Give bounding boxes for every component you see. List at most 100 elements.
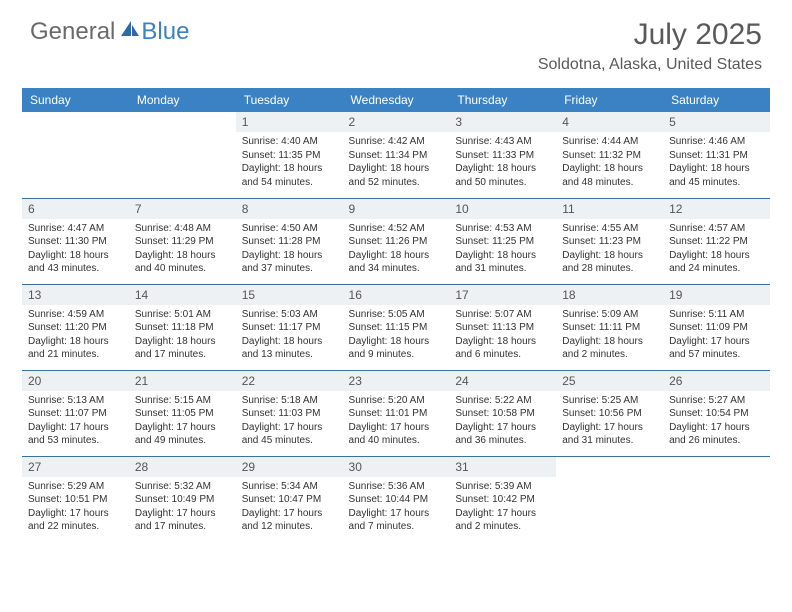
day-detail-line: Sunrise: 5:22 AM [455, 394, 550, 408]
day-detail-line: Sunrise: 4:52 AM [349, 222, 444, 236]
day-detail-line: Sunrise: 4:46 AM [669, 135, 764, 149]
day-details: Sunrise: 4:43 AMSunset: 11:33 PMDaylight… [449, 132, 556, 193]
calendar-cell: 3Sunrise: 4:43 AMSunset: 11:33 PMDayligh… [449, 112, 556, 198]
day-details: Sunrise: 4:44 AMSunset: 11:32 PMDaylight… [556, 132, 663, 193]
day-number: 13 [22, 285, 129, 305]
day-detail-line: Daylight: 17 hours [135, 421, 230, 435]
day-detail-line: Sunrise: 5:15 AM [135, 394, 230, 408]
calendar-cell: 6Sunrise: 4:47 AMSunset: 11:30 PMDayligh… [22, 198, 129, 284]
calendar-cell: 2Sunrise: 4:42 AMSunset: 11:34 PMDayligh… [343, 112, 450, 198]
day-detail-line: Daylight: 18 hours [28, 335, 123, 349]
day-details: Sunrise: 4:48 AMSunset: 11:29 PMDaylight… [129, 219, 236, 280]
day-details: Sunrise: 5:03 AMSunset: 11:17 PMDaylight… [236, 305, 343, 366]
day-detail-line: Sunrise: 5:18 AM [242, 394, 337, 408]
logo: General Blue [30, 18, 189, 46]
calendar-cell: 15Sunrise: 5:03 AMSunset: 11:17 PMDaylig… [236, 284, 343, 370]
day-detail-line: Sunrise: 5:39 AM [455, 480, 550, 494]
calendar-cell: 9Sunrise: 4:52 AMSunset: 11:26 PMDayligh… [343, 198, 450, 284]
calendar-cell: 19Sunrise: 5:11 AMSunset: 11:09 PMDaylig… [663, 284, 770, 370]
day-number: 16 [343, 285, 450, 305]
day-detail-line: Sunset: 11:13 PM [455, 321, 550, 335]
day-detail-line: Sunrise: 5:03 AM [242, 308, 337, 322]
day-detail-line: and 17 minutes. [135, 348, 230, 362]
day-detail-line: Sunset: 11:07 PM [28, 407, 123, 421]
day-details: Sunrise: 5:07 AMSunset: 11:13 PMDaylight… [449, 305, 556, 366]
day-detail-line: and 36 minutes. [455, 434, 550, 448]
day-detail-line: Sunrise: 5:27 AM [669, 394, 764, 408]
weekday-header: Thursday [449, 88, 556, 112]
day-detail-line: and 45 minutes. [669, 176, 764, 190]
day-number: 29 [236, 457, 343, 477]
day-detail-line: Daylight: 18 hours [349, 249, 444, 263]
day-number: 10 [449, 199, 556, 219]
day-number: 8 [236, 199, 343, 219]
day-detail-line: Sunrise: 4:44 AM [562, 135, 657, 149]
day-details: Sunrise: 5:18 AMSunset: 11:03 PMDaylight… [236, 391, 343, 452]
calendar-week-row: 13Sunrise: 4:59 AMSunset: 11:20 PMDaylig… [22, 284, 770, 370]
day-details: Sunrise: 5:29 AMSunset: 10:51 PMDaylight… [22, 477, 129, 538]
calendar-cell: 4Sunrise: 4:44 AMSunset: 11:32 PMDayligh… [556, 112, 663, 198]
day-detail-line: Daylight: 18 hours [135, 335, 230, 349]
day-number: 18 [556, 285, 663, 305]
day-detail-line: Sunset: 11:34 PM [349, 149, 444, 163]
day-detail-line: Sunset: 11:29 PM [135, 235, 230, 249]
day-number: 12 [663, 199, 770, 219]
title-block: July 2025 Soldotna, Alaska, United State… [538, 18, 762, 74]
day-detail-line: Daylight: 18 hours [455, 249, 550, 263]
day-details: Sunrise: 5:39 AMSunset: 10:42 PMDaylight… [449, 477, 556, 538]
day-detail-line: Sunset: 11:26 PM [349, 235, 444, 249]
day-details: Sunrise: 4:46 AMSunset: 11:31 PMDaylight… [663, 132, 770, 193]
day-detail-line: Sunrise: 5:34 AM [242, 480, 337, 494]
day-detail-line: Daylight: 18 hours [562, 335, 657, 349]
day-detail-line: and 54 minutes. [242, 176, 337, 190]
page-header: General Blue July 2025 Soldotna, Alaska,… [0, 0, 792, 80]
day-detail-line: Daylight: 17 hours [349, 421, 444, 435]
day-detail-line: and 53 minutes. [28, 434, 123, 448]
day-detail-line: and 31 minutes. [562, 434, 657, 448]
day-details: Sunrise: 4:40 AMSunset: 11:35 PMDaylight… [236, 132, 343, 193]
weekday-header: Sunday [22, 88, 129, 112]
day-detail-line: Sunrise: 4:42 AM [349, 135, 444, 149]
day-details: Sunrise: 5:20 AMSunset: 11:01 PMDaylight… [343, 391, 450, 452]
day-detail-line: Sunrise: 5:32 AM [135, 480, 230, 494]
day-detail-line: Sunrise: 4:59 AM [28, 308, 123, 322]
calendar-cell: 28Sunrise: 5:32 AMSunset: 10:49 PMDaylig… [129, 456, 236, 542]
day-detail-line: and 26 minutes. [669, 434, 764, 448]
day-number: 21 [129, 371, 236, 391]
day-details: Sunrise: 5:15 AMSunset: 11:05 PMDaylight… [129, 391, 236, 452]
day-detail-line: Daylight: 18 hours [242, 249, 337, 263]
day-detail-line: Daylight: 17 hours [669, 335, 764, 349]
calendar-cell: 23Sunrise: 5:20 AMSunset: 11:01 PMDaylig… [343, 370, 450, 456]
day-detail-line: Sunset: 11:30 PM [28, 235, 123, 249]
day-detail-line: Daylight: 18 hours [135, 249, 230, 263]
day-detail-line: Daylight: 18 hours [28, 249, 123, 263]
day-details: Sunrise: 4:47 AMSunset: 11:30 PMDaylight… [22, 219, 129, 280]
day-details: Sunrise: 5:01 AMSunset: 11:18 PMDaylight… [129, 305, 236, 366]
weekday-header: Monday [129, 88, 236, 112]
day-detail-line: Sunrise: 4:57 AM [669, 222, 764, 236]
day-detail-line: Daylight: 18 hours [455, 162, 550, 176]
day-detail-line: and 49 minutes. [135, 434, 230, 448]
day-detail-line: Sunset: 10:47 PM [242, 493, 337, 507]
day-detail-line: Daylight: 17 hours [28, 507, 123, 521]
day-number: 20 [22, 371, 129, 391]
day-details: Sunrise: 4:55 AMSunset: 11:23 PMDaylight… [556, 219, 663, 280]
day-detail-line: Daylight: 17 hours [669, 421, 764, 435]
day-detail-line: Daylight: 17 hours [562, 421, 657, 435]
day-detail-line: and 52 minutes. [349, 176, 444, 190]
day-detail-line: and 17 minutes. [135, 520, 230, 534]
calendar-cell: 26Sunrise: 5:27 AMSunset: 10:54 PMDaylig… [663, 370, 770, 456]
day-number: 23 [343, 371, 450, 391]
calendar-cell: 8Sunrise: 4:50 AMSunset: 11:28 PMDayligh… [236, 198, 343, 284]
day-detail-line: Daylight: 17 hours [242, 507, 337, 521]
day-number: 7 [129, 199, 236, 219]
day-details: Sunrise: 4:52 AMSunset: 11:26 PMDaylight… [343, 219, 450, 280]
day-number: 24 [449, 371, 556, 391]
day-detail-line: Sunset: 11:23 PM [562, 235, 657, 249]
calendar-week-row: 20Sunrise: 5:13 AMSunset: 11:07 PMDaylig… [22, 370, 770, 456]
day-detail-line: and 43 minutes. [28, 262, 123, 276]
day-details: Sunrise: 5:22 AMSunset: 10:58 PMDaylight… [449, 391, 556, 452]
day-details: Sunrise: 5:25 AMSunset: 10:56 PMDaylight… [556, 391, 663, 452]
day-details: Sunrise: 5:05 AMSunset: 11:15 PMDaylight… [343, 305, 450, 366]
day-detail-line: and 2 minutes. [562, 348, 657, 362]
